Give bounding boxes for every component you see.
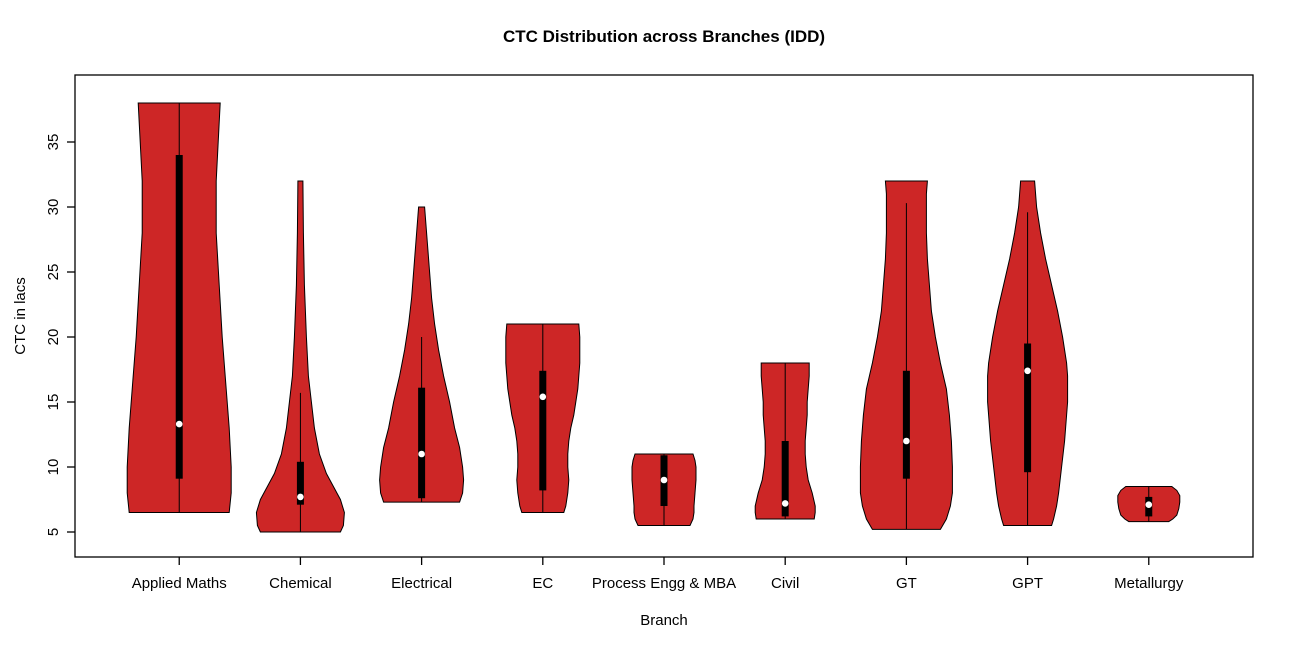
y-tick-label: 15: [45, 394, 62, 411]
iqr-box-electrical: [418, 387, 426, 499]
x-tick-label-process-engg-mba: Process Engg & MBA: [592, 575, 736, 592]
x-tick-label-gpt: GPT: [1012, 575, 1043, 592]
x-tick-label-metallurgy: Metallurgy: [1114, 575, 1184, 592]
chart-title: CTC Distribution across Branches (IDD): [503, 27, 825, 46]
iqr-box-chemical: [296, 461, 304, 505]
median-dot-gpt: [1024, 367, 1031, 375]
iqr-box-civil: [781, 441, 789, 517]
x-tick-label-electrical: Electrical: [391, 575, 452, 592]
median-dot-metallurgy: [1145, 501, 1153, 509]
iqr-box-gt: [902, 370, 910, 479]
x-tick-label-civil: Civil: [771, 575, 799, 592]
x-tick-label-applied-maths: Applied Maths: [132, 575, 227, 592]
y-axis-label: CTC in lacs: [12, 277, 29, 355]
y-tick-label: 25: [45, 264, 62, 281]
y-tick-label: 5: [45, 528, 62, 536]
median-dot-applied-maths: [175, 420, 183, 428]
median-dot-gt: [903, 437, 910, 445]
median-dot-chemical: [297, 493, 304, 501]
y-tick-label: 10: [45, 459, 62, 476]
median-dot-electrical: [418, 450, 425, 458]
iqr-box-gpt: [1024, 343, 1032, 473]
y-tick-label: 20: [45, 329, 62, 346]
x-tick-label-ec: EC: [532, 575, 553, 592]
median-dot-ec: [539, 393, 547, 401]
x-tick-label-chemical: Chemical: [269, 575, 332, 592]
y-tick-label: 30: [45, 199, 62, 216]
x-tick-label-gt: GT: [896, 575, 917, 592]
violin-chemical: [255, 180, 345, 533]
y-tick-label: 35: [45, 134, 62, 151]
iqr-box-ec: [539, 370, 547, 491]
x-axis-label: Branch: [640, 612, 688, 629]
median-dot-civil: [781, 500, 789, 507]
median-dot-process-engg-mba: [660, 476, 668, 484]
iqr-box-applied-maths: [175, 155, 183, 479]
